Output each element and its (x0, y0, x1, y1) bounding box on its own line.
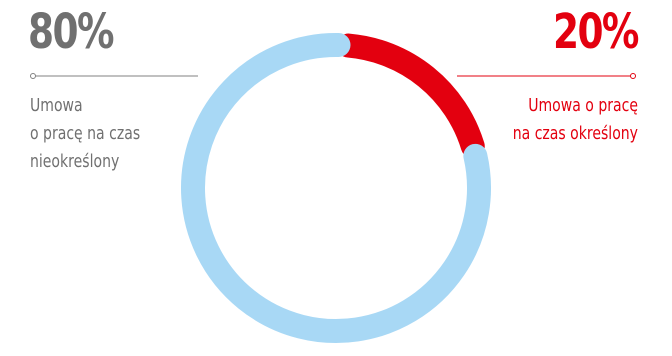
category-label-left-line-2: o pracę na czas (30, 123, 141, 144)
donut-slice-nieokreslony (181, 33, 491, 343)
leader-dot-right (630, 73, 636, 79)
donut-slice-okreslony (336, 33, 485, 159)
category-label-right-line-2: na czas określony (512, 123, 638, 144)
leader-dot-left (30, 73, 36, 79)
category-label-right: Umowa o pracę na czas określony (482, 92, 638, 148)
category-label-left-line-1: Umowa (30, 95, 83, 116)
category-label-left-line-3: nieokreślony (30, 151, 120, 172)
category-label-right-line-1: Umowa o pracę (528, 95, 638, 116)
donut-slices (181, 33, 491, 343)
percent-label-right: 20% (553, 4, 639, 60)
percent-label-left: 80% (28, 4, 114, 60)
category-label-left: Umowa o pracę na czas nieokreślony (30, 92, 186, 176)
